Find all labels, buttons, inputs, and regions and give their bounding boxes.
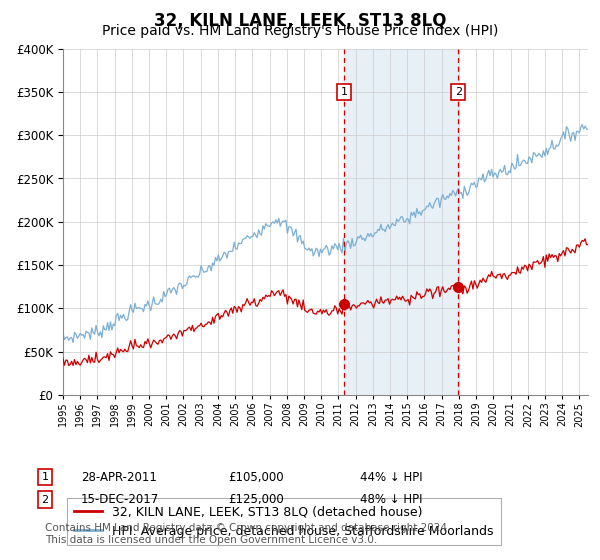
Text: Contains HM Land Registry data © Crown copyright and database right 2024.
This d: Contains HM Land Registry data © Crown c… (45, 523, 451, 545)
Text: 32, KILN LANE, LEEK, ST13 8LQ: 32, KILN LANE, LEEK, ST13 8LQ (154, 12, 446, 30)
Bar (344, 49, 458, 395)
Text: 2: 2 (455, 87, 462, 97)
Text: 1: 1 (341, 87, 347, 97)
Text: 2: 2 (41, 494, 49, 505)
Text: Price paid vs. HM Land Registry's House Price Index (HPI): Price paid vs. HM Land Registry's House … (102, 24, 498, 38)
Legend: 32, KILN LANE, LEEK, ST13 8LQ (detached house), HPI: Average price, detached hou: 32, KILN LANE, LEEK, ST13 8LQ (detached … (67, 498, 500, 545)
Text: £125,000: £125,000 (228, 493, 284, 506)
Text: 44% ↓ HPI: 44% ↓ HPI (360, 470, 422, 484)
Text: £105,000: £105,000 (228, 470, 284, 484)
Text: 1: 1 (41, 472, 49, 482)
Text: 15-DEC-2017: 15-DEC-2017 (81, 493, 159, 506)
Text: 28-APR-2011: 28-APR-2011 (81, 470, 157, 484)
Text: 48% ↓ HPI: 48% ↓ HPI (360, 493, 422, 506)
